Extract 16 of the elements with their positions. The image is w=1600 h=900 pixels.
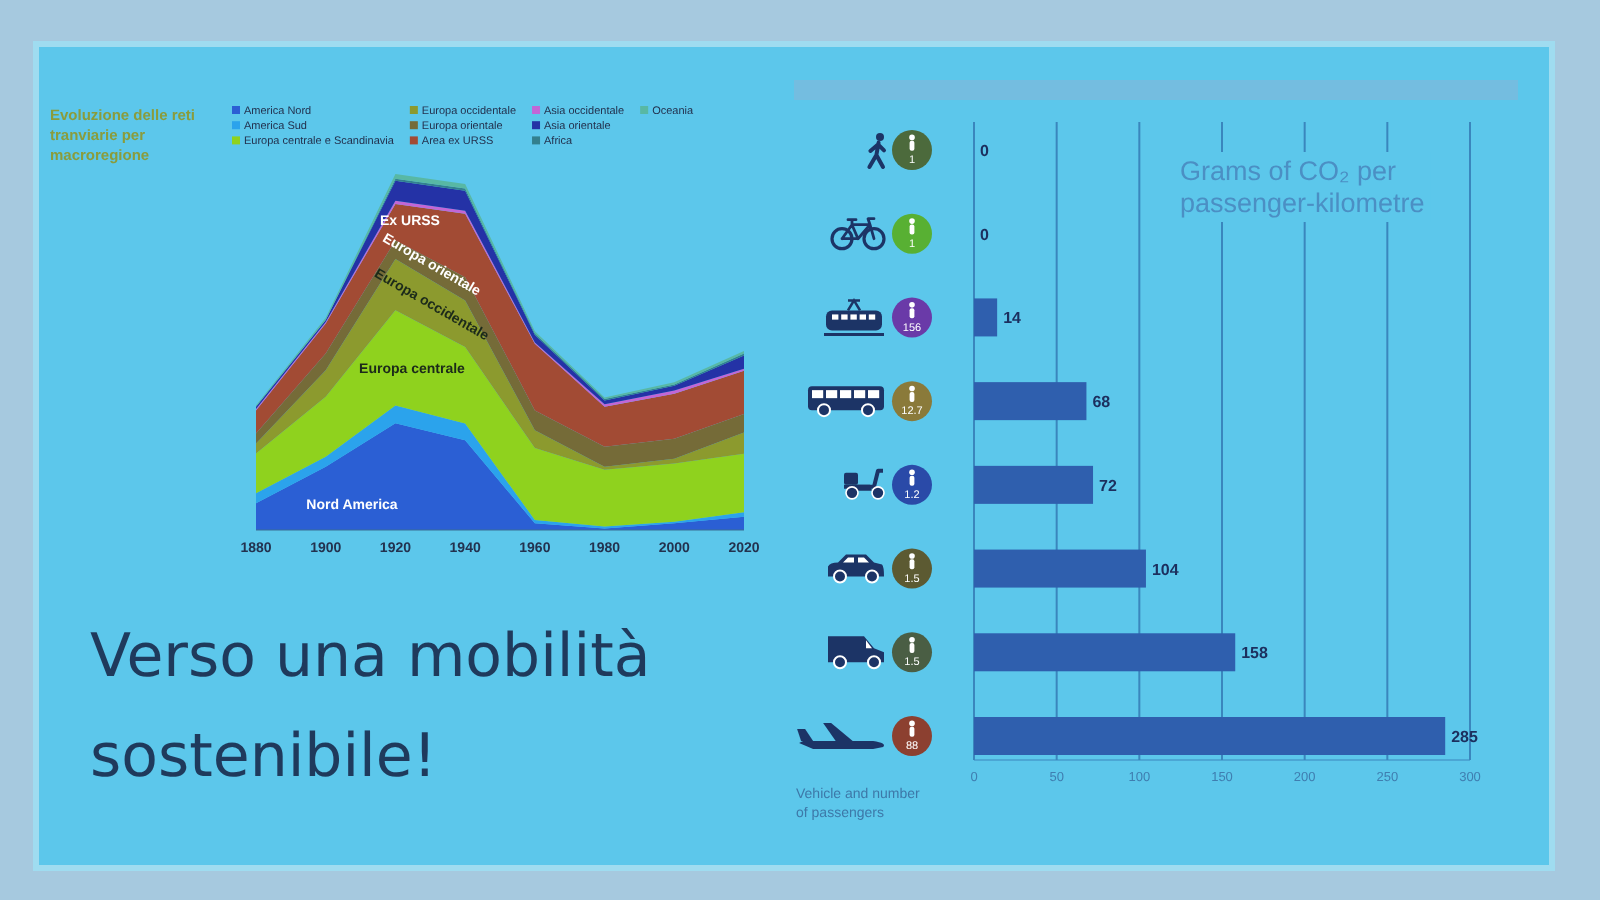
bar — [974, 465, 1094, 504]
bar — [974, 633, 1236, 672]
bar — [974, 717, 1446, 755]
data-label: 72 — [1099, 476, 1118, 495]
data-label: 0 — [980, 225, 990, 244]
bar — [974, 298, 998, 337]
text: Grams of CO₂ per passenger-kilometre — [1180, 156, 1425, 218]
data-label: 285 — [1451, 728, 1479, 746]
data-label: 14 — [1003, 309, 1023, 328]
text: Verso una mobilità sostenibile! — [90, 622, 651, 792]
bar — [974, 549, 1146, 588]
data-label: 104 — [1151, 560, 1180, 579]
bar — [974, 382, 1087, 421]
data-label: 68 — [1092, 393, 1112, 412]
data-label: 0 — [980, 142, 990, 160]
data-label: 158 — [1241, 644, 1270, 663]
